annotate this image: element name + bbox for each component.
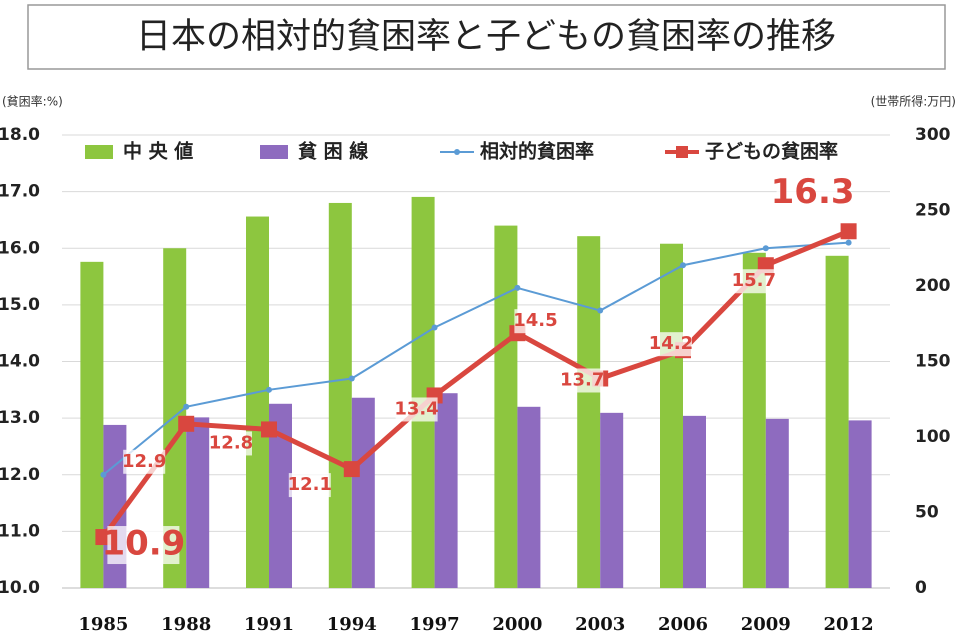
legend-swatch [260, 145, 288, 159]
bar [577, 236, 601, 589]
data-label: 13.7 [560, 369, 604, 390]
marker [261, 421, 277, 438]
x-tick-label: 1991 [244, 614, 294, 635]
bar [683, 415, 706, 588]
bar [80, 261, 104, 588]
bar [660, 243, 683, 588]
legend-swatch [454, 149, 460, 155]
y2-tick-label: 50 [915, 503, 939, 523]
marker [348, 375, 355, 382]
marker [762, 245, 769, 252]
bar [494, 225, 518, 588]
x-tick-label: 2009 [741, 614, 791, 635]
line [102, 241, 849, 476]
bar [742, 252, 766, 588]
data-label-bg [514, 309, 557, 334]
y2-axis-label: (世帯所得:万円) [871, 94, 956, 109]
marker [680, 262, 686, 269]
marker [183, 403, 190, 410]
data-label: 12.8 [209, 432, 253, 453]
data-label: 14.2 [649, 333, 693, 354]
data-label-bg [395, 397, 438, 422]
data-label-bg [288, 473, 331, 498]
bar [411, 196, 435, 588]
legend-label: 相対的貧困率 [480, 140, 594, 163]
y-tick-label: 17.0 [0, 182, 40, 202]
bar [246, 216, 269, 589]
x-tick-label: 2003 [575, 614, 625, 635]
marker [266, 386, 272, 393]
x-tick-label: 2000 [492, 614, 542, 635]
data-label-bg [650, 332, 692, 357]
legend-swatch [676, 146, 688, 158]
y-tick-label: 10.0 [0, 578, 40, 598]
bar [186, 417, 210, 588]
bar [269, 403, 292, 588]
y-tick-label: 13.0 [0, 408, 40, 428]
data-label: 12.1 [288, 474, 332, 495]
data-label: 13.4 [394, 398, 438, 419]
data-label-bg [123, 449, 166, 474]
y-tick-label: 18.0 [0, 125, 40, 145]
x-tick-label: 2006 [658, 614, 708, 635]
bar [765, 418, 789, 588]
y2-tick-label: 150 [915, 352, 951, 372]
marker [178, 415, 195, 432]
marker [840, 223, 857, 240]
data-label: 14.5 [513, 310, 557, 331]
bar [351, 397, 375, 588]
y-tick-label: 11.0 [0, 521, 40, 541]
y-tick-label: 12.0 [0, 465, 40, 485]
marker [343, 461, 360, 478]
y-tick-label: 15.0 [0, 295, 40, 315]
data-label: 16.3 [771, 172, 855, 212]
chart-title: 日本の相対的貧困率と子どもの貧困率の推移 [136, 17, 836, 57]
marker [514, 284, 521, 291]
legend-label: 貧 困 線 [298, 140, 368, 163]
marker [100, 471, 107, 478]
x-tick-label: 1994 [327, 614, 377, 635]
data-label-bg [776, 174, 849, 213]
x-tick-label: 1988 [161, 614, 211, 635]
legend-swatch [85, 145, 113, 159]
title-box [27, 4, 946, 70]
data-label-bg [732, 269, 775, 294]
data-label-bg [210, 431, 252, 456]
data-label: 15.7 [732, 270, 776, 291]
bar [848, 420, 872, 588]
bar [163, 248, 187, 588]
y2-tick-label: 300 [915, 125, 951, 145]
bar [825, 255, 849, 589]
y-tick-label: 16.0 [0, 238, 40, 258]
data-label-bg [107, 526, 180, 565]
y-tick-label: 14.0 [0, 352, 40, 372]
data-label-bg [561, 368, 604, 393]
marker [845, 239, 852, 246]
y2-tick-label: 250 [915, 201, 951, 221]
data-label: 10.9 [101, 524, 185, 564]
data-label: 12.9 [122, 451, 166, 472]
marker [431, 324, 438, 331]
y-axis-label: (貧困率:%) [2, 94, 63, 109]
y2-tick-label: 100 [915, 427, 951, 447]
x-tick-label: 2012 [824, 614, 874, 635]
line [101, 228, 850, 539]
bar [328, 202, 352, 588]
y2-tick-label: 200 [915, 276, 951, 296]
x-tick-label: 1997 [410, 614, 460, 635]
marker [597, 307, 604, 314]
legend-label: 中 央 値 [123, 140, 193, 163]
y2-tick-label: 0 [915, 578, 927, 598]
bar [517, 406, 541, 588]
x-tick-label: 1985 [78, 614, 128, 635]
bar [434, 393, 458, 588]
bar [600, 412, 624, 588]
legend-label: 子どもの貧困率 [705, 140, 838, 163]
